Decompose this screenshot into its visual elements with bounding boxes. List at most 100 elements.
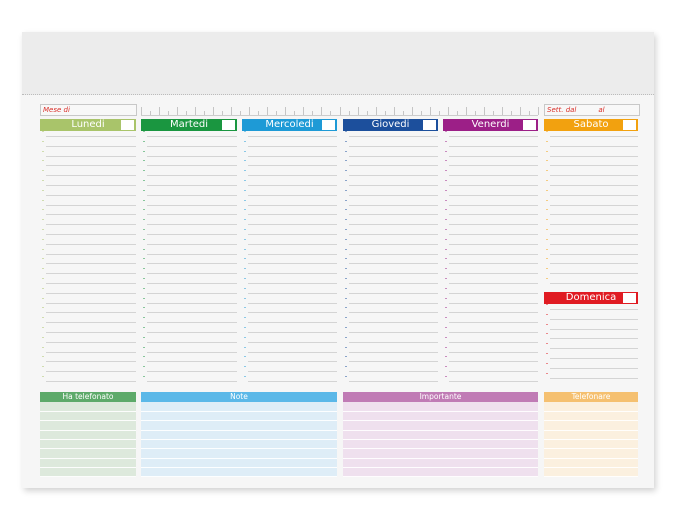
section-ha-telefonato[interactable]: Ha telefonato (40, 392, 136, 478)
day-line[interactable] (349, 341, 438, 343)
day-line[interactable] (46, 194, 136, 196)
day-line[interactable] (147, 381, 237, 382)
day-line[interactable] (147, 283, 237, 284)
day-line[interactable] (349, 165, 438, 167)
day-line[interactable] (550, 348, 638, 350)
day-line[interactable] (147, 224, 237, 226)
day-line[interactable] (449, 155, 538, 157)
day-line[interactable] (46, 253, 136, 255)
day-line[interactable] (46, 214, 136, 216)
day-line[interactable] (449, 292, 538, 294)
day-line[interactable] (46, 165, 136, 167)
day-line[interactable] (449, 371, 538, 373)
day-line[interactable] (147, 234, 237, 235)
day-date-box[interactable] (222, 120, 235, 130)
day-line[interactable] (449, 224, 538, 226)
day-line[interactable] (349, 371, 438, 373)
day-line[interactable] (349, 155, 438, 157)
day-line[interactable] (349, 292, 438, 294)
day-line[interactable] (550, 358, 638, 359)
day-line[interactable] (46, 145, 136, 147)
day-line[interactable] (248, 302, 337, 304)
day-line[interactable] (449, 243, 538, 245)
day-line[interactable] (550, 185, 638, 186)
section-importante[interactable]: Importante (343, 392, 538, 478)
day-line[interactable] (449, 234, 538, 235)
day-line[interactable] (248, 234, 337, 235)
day-line[interactable] (46, 312, 136, 314)
day-line[interactable] (46, 283, 136, 284)
day-line[interactable] (449, 263, 538, 265)
day-line[interactable] (449, 381, 538, 382)
day-line[interactable] (46, 341, 136, 343)
day-line[interactable] (349, 214, 438, 216)
day-line[interactable] (46, 234, 136, 235)
day-line[interactable] (248, 292, 337, 294)
day-line[interactable] (449, 253, 538, 255)
day-line[interactable] (449, 361, 538, 363)
day-line[interactable] (349, 175, 438, 177)
day-line[interactable] (147, 292, 237, 294)
day-line[interactable] (449, 322, 538, 324)
day-line[interactable] (248, 341, 337, 343)
day-line[interactable] (349, 194, 438, 196)
day-line[interactable] (550, 283, 638, 284)
day-line[interactable] (349, 273, 438, 275)
day-line[interactable] (46, 302, 136, 304)
day-line[interactable] (248, 155, 337, 157)
day-line[interactable] (147, 263, 237, 265)
day-line[interactable] (46, 263, 136, 265)
day-line[interactable] (147, 214, 237, 216)
day-line[interactable] (349, 185, 438, 186)
day-line[interactable] (550, 367, 638, 369)
day-line[interactable] (248, 381, 337, 382)
day-line[interactable] (550, 253, 638, 255)
day-line[interactable] (248, 253, 337, 255)
day-line[interactable] (147, 253, 237, 255)
day-line[interactable] (248, 145, 337, 147)
day-line[interactable] (147, 273, 237, 275)
day-line[interactable] (449, 175, 538, 177)
day-line[interactable] (46, 185, 136, 186)
day-line[interactable] (46, 361, 136, 363)
day-line[interactable] (147, 194, 237, 196)
day-line[interactable] (147, 185, 237, 186)
day-line[interactable] (248, 263, 337, 265)
day-line[interactable] (248, 214, 337, 216)
day-line[interactable] (248, 175, 337, 177)
day-line[interactable] (248, 322, 337, 324)
day-line[interactable] (550, 224, 638, 226)
day-line[interactable] (550, 318, 638, 320)
day-date-box[interactable] (523, 120, 536, 130)
day-line[interactable] (349, 263, 438, 265)
day-line[interactable] (349, 253, 438, 255)
day-line[interactable] (46, 381, 136, 382)
day-line[interactable] (147, 312, 237, 314)
day-line[interactable] (449, 332, 538, 333)
day-date-box[interactable] (623, 120, 636, 130)
day-line[interactable] (46, 351, 136, 353)
day-line[interactable] (248, 224, 337, 226)
day-line[interactable] (449, 165, 538, 167)
day-line[interactable] (550, 234, 638, 235)
day-line[interactable] (147, 204, 237, 206)
day-line[interactable] (46, 243, 136, 245)
day-line[interactable] (550, 273, 638, 275)
day-date-box[interactable] (322, 120, 335, 130)
day-line[interactable] (46, 322, 136, 324)
month-field[interactable]: Mese di (40, 104, 137, 116)
day-line[interactable] (248, 283, 337, 284)
day-line[interactable] (147, 145, 237, 147)
day-line[interactable] (449, 341, 538, 343)
day-line[interactable] (550, 175, 638, 177)
day-line[interactable] (147, 243, 237, 245)
day-line[interactable] (349, 312, 438, 314)
day-line[interactable] (147, 302, 237, 304)
day-line[interactable] (349, 283, 438, 284)
day-line[interactable] (449, 204, 538, 206)
day-line[interactable] (46, 371, 136, 373)
day-line[interactable] (46, 224, 136, 226)
day-line[interactable] (449, 273, 538, 275)
day-line[interactable] (248, 136, 337, 137)
day-line[interactable] (550, 338, 638, 340)
